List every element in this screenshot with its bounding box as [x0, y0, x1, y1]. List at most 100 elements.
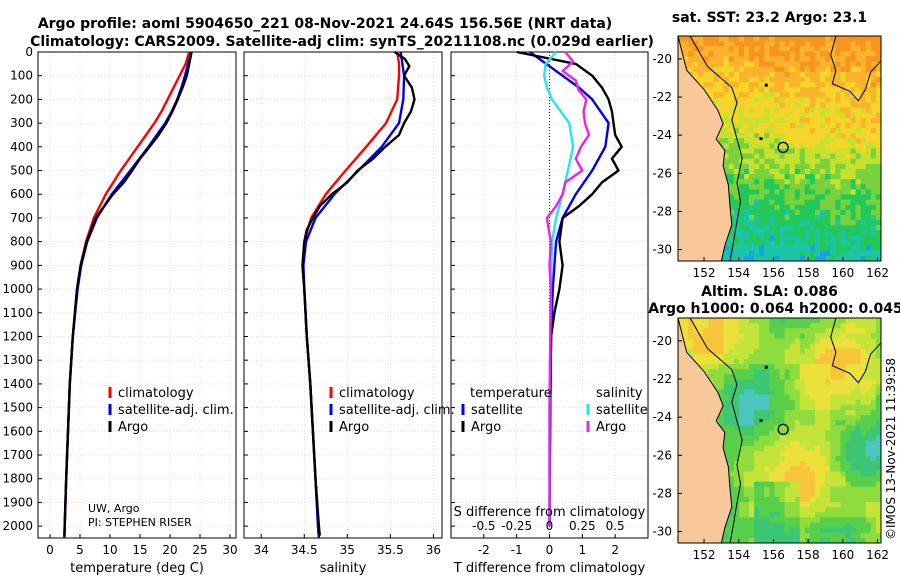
map-cell	[769, 148, 776, 155]
map-cell	[860, 235, 867, 242]
map-cell	[850, 199, 857, 206]
map-cell	[784, 369, 791, 375]
map-cell	[698, 76, 704, 83]
map-cell	[754, 415, 760, 421]
map-cell	[733, 369, 740, 375]
map-cell	[804, 240, 811, 247]
island-marker	[759, 137, 763, 141]
map-cell	[825, 82, 831, 88]
map-cell	[855, 230, 862, 237]
map-cell	[723, 138, 730, 144]
map-cell	[754, 476, 760, 483]
map-cell	[845, 461, 852, 467]
map-cell	[850, 194, 857, 201]
x-tick-label: 1	[579, 543, 587, 557]
map-cell	[738, 117, 745, 124]
map-cell	[764, 87, 770, 93]
map-cell	[723, 410, 730, 416]
map-cell	[870, 343, 877, 350]
map-cell	[774, 384, 781, 391]
map-cell	[809, 245, 816, 252]
map-cell	[830, 61, 836, 68]
map-cell	[774, 527, 781, 534]
map-cell	[713, 358, 720, 365]
map-cell	[830, 66, 836, 73]
map-cell	[825, 389, 831, 396]
map-cell	[749, 184, 755, 191]
map-cell	[825, 194, 831, 201]
map-cell	[799, 348, 806, 355]
map-cell	[749, 235, 755, 242]
map-cell	[830, 92, 836, 98]
map-cell	[678, 318, 684, 324]
map-cell	[835, 36, 841, 42]
map-cell	[774, 204, 781, 211]
map-cell	[809, 133, 816, 139]
map-cell	[870, 522, 877, 529]
map-cell	[764, 184, 770, 191]
map-cell	[865, 174, 872, 180]
map-cell	[875, 204, 881, 211]
map-cell	[845, 41, 852, 47]
map-cell	[865, 410, 872, 416]
map-cell	[850, 240, 857, 247]
map-cell	[870, 512, 877, 519]
map-cell	[754, 225, 760, 231]
map-cell	[850, 168, 857, 175]
map-cell	[794, 445, 801, 452]
map-cell	[870, 122, 877, 129]
map-cell	[749, 112, 755, 119]
map-cell	[688, 328, 694, 334]
map-cell	[840, 56, 847, 63]
map-cell	[820, 168, 826, 175]
map-cell	[779, 61, 786, 68]
map-cell	[743, 107, 750, 114]
map-cell	[815, 204, 821, 211]
map-cell	[809, 491, 816, 498]
map-cell	[804, 36, 811, 42]
map-cell	[820, 430, 826, 437]
map-cell	[865, 384, 872, 391]
map-cell	[809, 199, 816, 206]
map-cell	[820, 36, 826, 42]
map-cell	[825, 323, 831, 329]
map-cell	[794, 374, 801, 380]
map-cell	[860, 240, 867, 247]
map-cell	[850, 102, 857, 109]
map-cell	[825, 394, 831, 401]
map-cell	[830, 107, 836, 114]
map-cell	[759, 323, 765, 329]
map-cell	[764, 199, 770, 206]
map-cell	[743, 112, 750, 119]
map-cell	[825, 328, 831, 334]
map-cell	[799, 496, 806, 503]
map-cell	[728, 225, 735, 231]
map-cell	[779, 255, 786, 261]
map-cell	[733, 466, 740, 473]
map-cell	[764, 496, 770, 503]
map-cell	[779, 92, 786, 98]
map-cell	[870, 502, 877, 508]
map-cell	[728, 481, 735, 488]
map-cell	[820, 117, 826, 124]
map-cell	[815, 502, 821, 508]
map-cell	[723, 450, 730, 457]
map-cell	[754, 87, 760, 93]
map-cell	[749, 445, 755, 452]
map-y-tick-label: -20	[652, 334, 672, 348]
map-cell	[835, 220, 841, 226]
map-cell	[809, 450, 816, 457]
map-cell	[860, 41, 867, 47]
map-cell	[875, 97, 881, 104]
map-cell	[835, 194, 841, 201]
map-cell	[794, 174, 801, 180]
map-cell	[749, 71, 755, 78]
map-cell	[860, 255, 867, 261]
map-cell	[759, 348, 765, 355]
map-cell	[759, 143, 765, 150]
map-cell	[743, 255, 750, 261]
map-cell	[728, 461, 735, 467]
map-cell	[850, 107, 857, 114]
map-cell	[779, 174, 786, 180]
map-cell	[840, 333, 847, 340]
